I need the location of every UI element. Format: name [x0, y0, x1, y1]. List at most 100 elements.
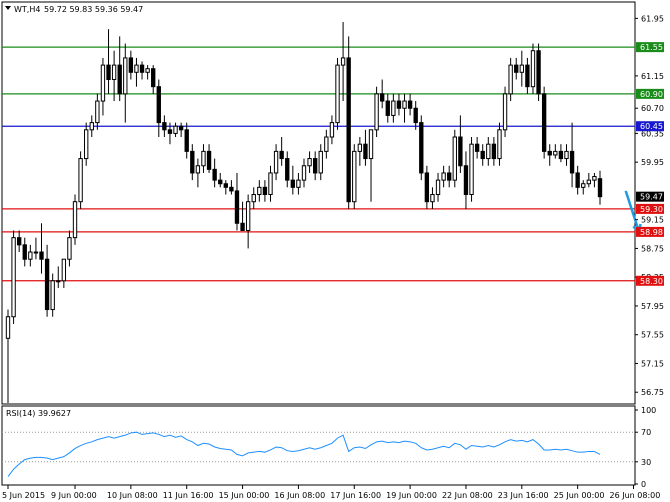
- price-tick-label-6: 60.35: [641, 129, 664, 138]
- level-label-bg-0: [636, 42, 664, 53]
- candle-body-95: [536, 50, 541, 95]
- level-labels: 61.55 60.90 60.45 59.30 58.98 58.30 59.47: [636, 42, 664, 286]
- candle-body-62: [352, 150, 357, 203]
- candle-body-44: [251, 194, 256, 203]
- candle-body-19: [111, 64, 117, 80]
- candle-body-2: [16, 237, 22, 246]
- candle-body-66: [374, 93, 379, 131]
- candle-body-53: [301, 165, 307, 181]
- price-tick-label-15: 57.95: [641, 302, 664, 311]
- chart-menu-icon[interactable]: [5, 6, 11, 10]
- candle-body-46: [262, 186, 268, 196]
- candle-body-67: [380, 93, 385, 102]
- candle-body-77: [435, 179, 441, 196]
- candle-body-17: [100, 64, 106, 102]
- candle-body-93: [525, 64, 530, 88]
- price-tick-label-16: 57.55: [641, 331, 664, 340]
- candle-body-27: [156, 86, 161, 124]
- time-tick-label-2: 10 Jun 08:00: [107, 491, 158, 500]
- level-lines: [2, 46, 635, 282]
- candle-body-24: [139, 64, 145, 73]
- candle-body-65: [368, 129, 374, 160]
- level-label-bg-2: [636, 121, 664, 132]
- candle-body-89: [502, 93, 508, 131]
- level-label-3: 59.30: [640, 205, 663, 214]
- level-label-2: 60.45: [640, 122, 663, 131]
- time-tick-label-7: 19 Jun 00:00: [386, 491, 437, 500]
- current-price-bg: [636, 191, 664, 202]
- candle-body-20: [117, 64, 122, 95]
- candle-body-79: [447, 172, 452, 181]
- rsi-indicator: 100 70 30 0: [2, 406, 656, 489]
- candle-body-105: [592, 176, 597, 181]
- level-label-0: 61.55: [640, 43, 663, 52]
- candle-body-8: [50, 280, 55, 311]
- price-tick-label-17: 57.15: [641, 359, 664, 368]
- candle-body-84: [474, 143, 480, 152]
- candle-body-13: [78, 158, 83, 203]
- candle-body-83: [469, 143, 474, 196]
- candle-body-101: [569, 150, 575, 174]
- rsi-label: RSI(14) 39.9627: [6, 409, 71, 418]
- candle-body-15: [89, 122, 94, 131]
- candle-body-71: [402, 100, 407, 109]
- time-tick-label-0: 5 Jun 2015: [2, 491, 45, 500]
- candle-body-51: [290, 179, 296, 188]
- candle-body-29: [167, 129, 173, 134]
- candle-body-41: [234, 190, 240, 224]
- candle-body-94: [530, 50, 536, 88]
- candle-body-85: [480, 150, 485, 160]
- candle-body-39: [223, 183, 228, 188]
- level-label-bg-5: [636, 275, 664, 286]
- candle-body-40: [229, 186, 234, 192]
- symbol-label: WT,H4: [14, 5, 40, 14]
- level-label-5: 58.30: [640, 277, 663, 286]
- candle-body-60: [340, 57, 346, 66]
- candle-body-0: [5, 316, 11, 339]
- candle-body-103: [581, 183, 586, 188]
- candle-body-9: [56, 280, 61, 283]
- candle-body-38: [218, 179, 223, 185]
- candle-body-88: [497, 129, 502, 160]
- time-tick-label-8: 22 Jun 08:00: [442, 491, 493, 500]
- time-tick-label-6: 17 Jun 16:00: [330, 491, 381, 500]
- candle-body-3: [22, 244, 27, 260]
- candle-body-99: [558, 150, 564, 160]
- candle-body-21: [123, 57, 128, 95]
- candle-body-25: [145, 68, 150, 73]
- candle-body-96: [541, 93, 547, 152]
- candle-body-47: [268, 172, 273, 196]
- candle-body-43: [245, 201, 251, 231]
- rsi-tick-label-3: 0: [641, 480, 646, 489]
- candle-body-91: [514, 64, 519, 73]
- price-tick-label-0: 61.95: [641, 14, 664, 23]
- level-label-1: 60.90: [640, 90, 663, 99]
- rsi-line: [7, 431, 601, 477]
- rsi-tick-label-2: 30: [641, 458, 651, 467]
- candle-body-75: [424, 172, 430, 203]
- candle-body-80: [452, 136, 457, 181]
- candle-body-86: [486, 143, 491, 160]
- candle-body-23: [134, 64, 139, 73]
- ohlc-readout: 59.72 59.83 59.36 59.47: [44, 5, 143, 14]
- candle-body-36: [206, 150, 212, 170]
- current-price-label: 59.47: [640, 193, 663, 202]
- candle-body-55: [312, 158, 318, 174]
- candle-body-56: [318, 150, 323, 174]
- candle-body-7: [44, 258, 50, 311]
- level-label-bg-4: [636, 226, 664, 237]
- candle-body-52: [296, 179, 301, 188]
- candle-body-102: [575, 172, 580, 188]
- candle-body-37: [212, 168, 217, 181]
- price-tick-label-2: 61.15: [641, 72, 664, 81]
- time-tick-label-3: 11 Jun 16:00: [163, 491, 214, 500]
- candle-body-61: [346, 57, 351, 203]
- candle-body-104: [586, 179, 592, 185]
- candles: [5, 21, 603, 403]
- candle-body-26: [151, 68, 156, 88]
- rsi-tick-label-1: 70: [641, 428, 651, 437]
- candle-body-50: [285, 158, 290, 181]
- time-tick-label-10: 25 Jun 00:00: [554, 491, 605, 500]
